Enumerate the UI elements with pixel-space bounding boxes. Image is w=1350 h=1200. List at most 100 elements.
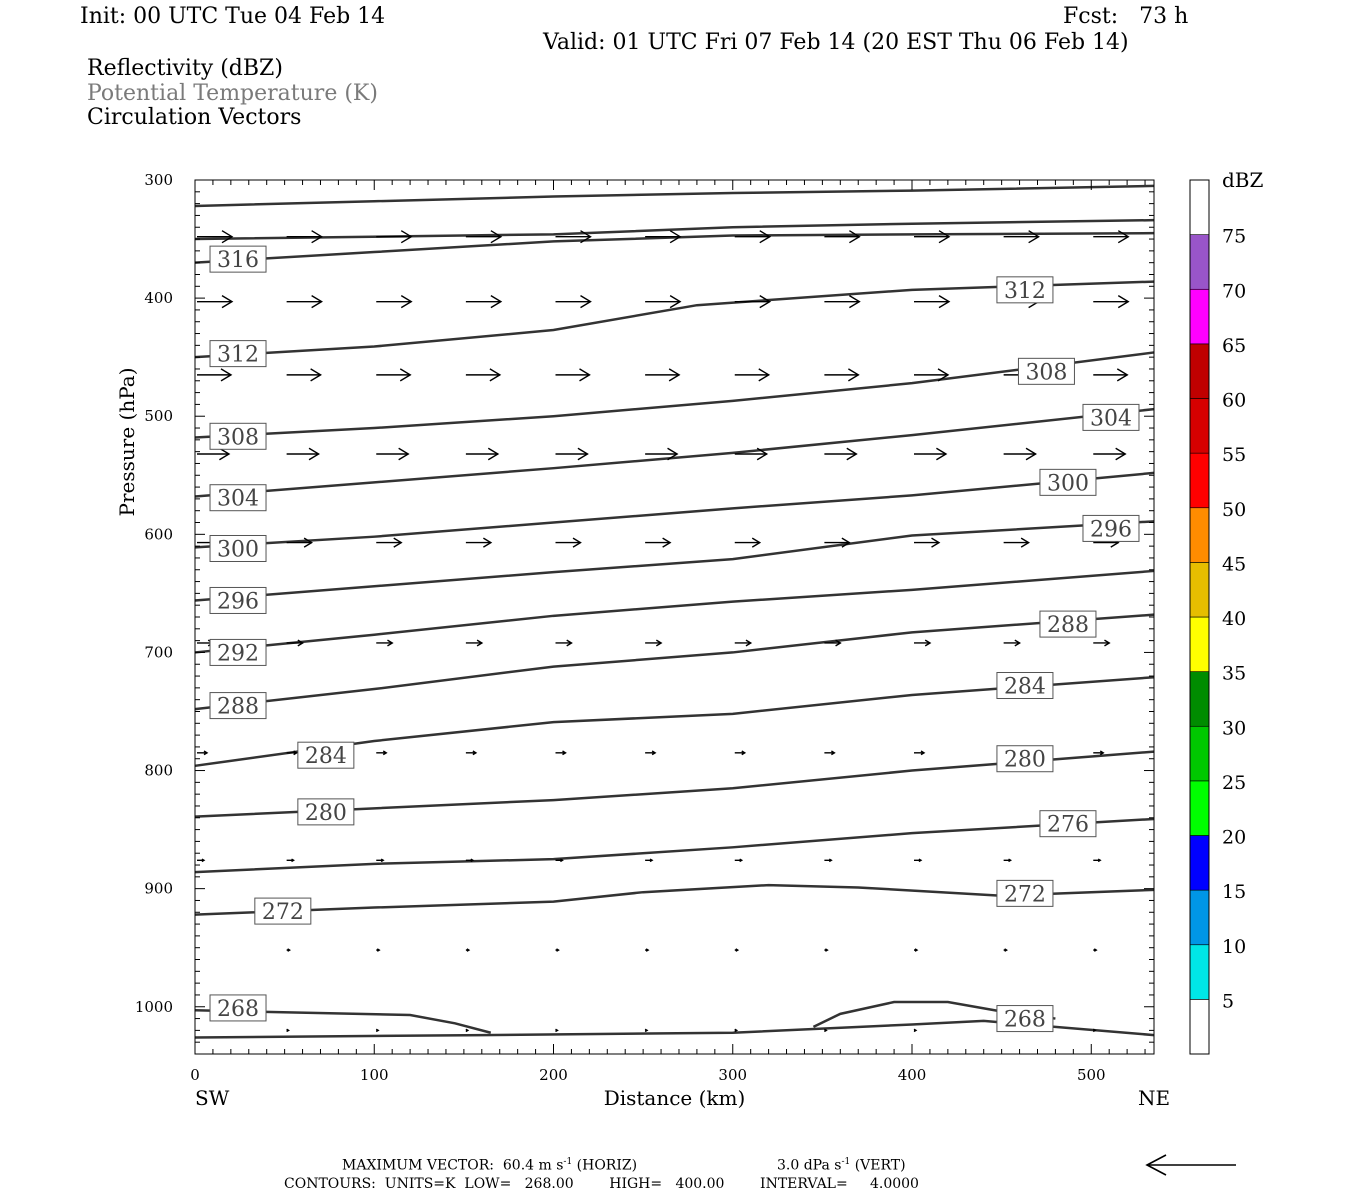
vector-head [655,639,663,647]
vector-head [735,948,740,952]
circulation-vector [1003,858,1013,863]
max-vector-horiz-sup: -1 [563,1157,573,1167]
contour-label-box [254,897,312,925]
vector-head [221,295,234,309]
y-tick-label: 600 [144,525,173,543]
plot-frame [194,179,1155,1055]
contour-label: 268 [996,1005,1054,1033]
circulation-vector [1093,230,1130,244]
vector-head [577,447,589,461]
colorbar-label: 55 [1222,444,1246,466]
contour-label-box [996,276,1054,304]
circulation-vector [824,295,861,309]
vector-head [758,368,771,382]
vector-head [311,295,323,309]
colorbar-label: 50 [1222,499,1246,521]
contour-label: 300 [209,534,267,562]
vector-head [220,368,233,382]
colorbar-frame [1189,179,1210,1055]
vector-head [291,858,295,863]
valid-time: Valid: 01 UTC Fri 07 Feb 14 (20 EST Thu … [543,30,1129,55]
vector-head [669,295,682,309]
vector-head [1014,639,1022,647]
vector-head [644,1028,649,1033]
contour-label: 312 [209,340,267,368]
circulation-vector [914,639,932,647]
colorbar-swatch [1189,507,1210,563]
y-tick-label: 700 [144,643,173,661]
x-tick-label: 200 [539,1066,568,1084]
init-time: Init: 00 UTC Tue 04 Feb 14 [80,4,386,29]
vector-head [756,447,769,461]
field-reflectivity: Reflectivity (dBZ) [87,56,283,81]
contour-label-text: 276 [1047,813,1089,838]
vector-head [393,537,403,548]
vector-head [470,858,475,863]
vector-head [398,447,410,461]
circulation-vector [1093,858,1102,863]
contour-label-text: 272 [262,900,304,925]
contour-label-text: 288 [217,695,259,720]
circulation-vector [914,537,941,548]
colorbar-label: 25 [1222,772,1246,794]
vector-head [472,750,478,756]
circulation-vector [376,639,394,647]
vector-head [476,639,484,647]
circulation-vector [465,1028,470,1033]
vector-head [400,295,413,309]
contour-label-box [209,245,267,273]
x-tick-label: 300 [718,1066,747,1084]
contour-label-box [1082,403,1140,431]
contour-label-box [1017,357,1075,385]
contour-label: 312 [996,276,1054,304]
circulation-vector [465,230,503,244]
contour-label-box [209,484,267,512]
circulation-vector [645,230,682,244]
vector-head [662,537,672,548]
circulation-vector [197,368,233,382]
colorbar-label: 20 [1222,827,1246,849]
vector-head [1097,858,1102,863]
y-tick-label: 900 [144,880,173,898]
vector-head [920,750,926,756]
contour-label-text: 308 [217,425,259,450]
max-vector-vert: 3.0 dPa s-1 (VERT) [777,1158,906,1173]
colorbar-label: 35 [1222,663,1246,685]
circulation-vector [197,230,234,244]
contour-label: 276 [1039,810,1097,838]
forecast-hour: Fcst: 73 h [1063,4,1189,29]
circulation-vector [197,750,209,756]
circulation-vector [286,639,304,647]
x-axis-label: Distance (km) [604,1086,746,1110]
circulation-vector [824,858,833,863]
vector-head [286,1028,290,1033]
contour-label-box [209,422,267,450]
circulation-vector [465,639,484,647]
vector-head [938,295,951,309]
circulation-vector [645,948,650,952]
circulation-vector [465,948,471,952]
x-end-label-sw: SW [195,1086,230,1110]
theta-contour-line [194,883,1155,916]
vector-head [465,1028,470,1033]
contour-label-box [209,534,267,562]
contour-label: 280 [297,798,355,826]
colorbar-label: 30 [1222,717,1246,739]
y-tick-label: 400 [144,289,173,307]
contour-label-text: 272 [1004,882,1046,907]
circulation-vector [376,447,410,461]
vector-head [848,368,860,382]
contour-label-text: 296 [217,589,259,614]
contours-info: CONTOURS: UNITS=K LOW= 268.00 HIGH= 400.… [284,1176,919,1192]
circulation-vector [286,230,323,244]
theta-contour-line [194,184,1155,208]
circulation-vector [824,230,861,244]
vector-head [297,639,304,647]
circulation-vector [555,750,567,756]
colorbar-swatch [1189,234,1210,290]
circulation-vector [555,858,564,863]
circulation-vector [914,858,923,863]
vector-head [849,295,861,309]
circulation-vector [376,295,413,309]
colorbar-label: 10 [1222,936,1246,958]
